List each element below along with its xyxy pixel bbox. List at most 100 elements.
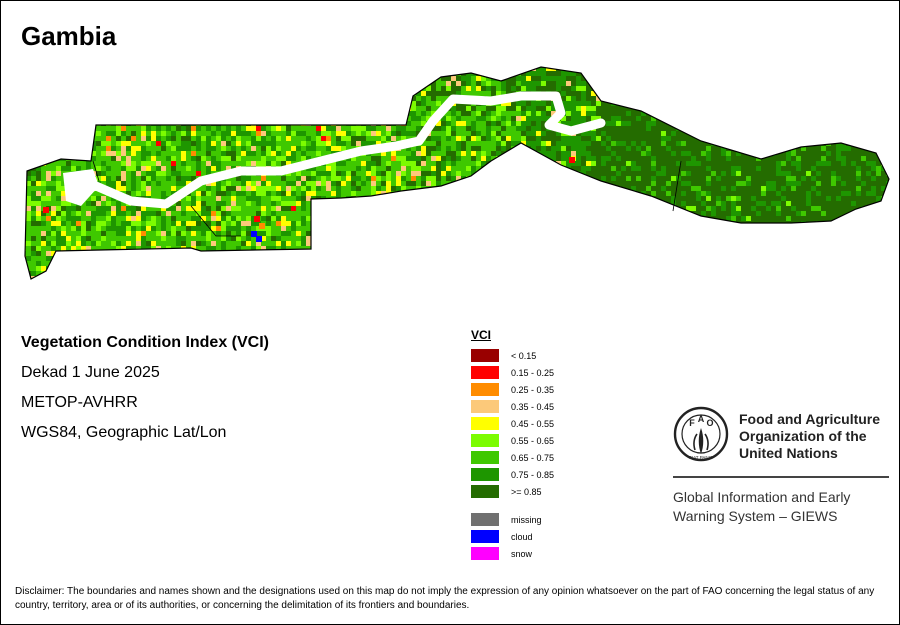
vci-pixel — [96, 276, 101, 281]
vci-pixel — [316, 71, 321, 76]
vci-pixel — [421, 246, 426, 251]
vci-pixel — [276, 71, 281, 76]
vci-pixel — [66, 61, 71, 66]
vci-pixel — [176, 271, 181, 276]
vci-pixel — [526, 271, 531, 276]
vci-pixel — [491, 261, 496, 266]
vci-pixel — [371, 176, 376, 181]
vci-pixel — [96, 86, 101, 91]
vci-pixel — [696, 251, 701, 256]
vci-pixel — [76, 221, 81, 226]
vci-pixel — [251, 276, 256, 281]
vci-pixel — [261, 66, 266, 71]
vci-pixel — [246, 216, 251, 221]
vci-pixel — [496, 271, 501, 276]
vci-pixel — [281, 206, 286, 211]
vci-pixel — [776, 246, 781, 251]
vci-pixel — [341, 231, 346, 236]
vci-pixel — [351, 136, 356, 141]
vci-pixel — [116, 181, 121, 186]
vci-pixel — [611, 176, 616, 181]
vci-pixel — [651, 71, 656, 76]
vci-pixel — [96, 111, 101, 116]
vci-pixel — [406, 86, 411, 91]
vci-pixel — [386, 166, 391, 171]
vci-pixel — [126, 221, 131, 226]
vci-pixel — [31, 191, 36, 196]
vci-pixel — [331, 241, 336, 246]
organization-name-line: United Nations — [739, 445, 880, 462]
vci-pixel — [81, 76, 86, 81]
vci-pixel — [456, 211, 461, 216]
vci-pixel — [131, 271, 136, 276]
vci-pixel — [336, 71, 341, 76]
vci-pixel — [506, 176, 511, 181]
vci-pixel — [686, 271, 691, 276]
legend-label: 0.55 - 0.65 — [511, 436, 554, 446]
vci-pixel — [351, 181, 356, 186]
vci-pixel — [616, 246, 621, 251]
vci-pixel — [706, 131, 711, 136]
vci-pixel — [196, 126, 201, 131]
vci-pixel — [21, 141, 26, 146]
vci-pixel — [156, 266, 161, 271]
vci-pixel — [731, 171, 736, 176]
vci-pixel — [656, 81, 661, 86]
vci-pixel — [486, 256, 491, 261]
vci-pixel — [556, 191, 561, 196]
vci-pixel — [756, 131, 761, 136]
vci-pixel — [386, 91, 391, 96]
vci-pixel — [671, 246, 676, 251]
vci-pixel — [51, 81, 56, 86]
vci-pixel — [786, 176, 791, 181]
vci-pixel — [596, 261, 601, 266]
vci-pixel — [286, 231, 291, 236]
vci-pixel — [211, 81, 216, 86]
legend-label: 0.75 - 0.85 — [511, 470, 554, 480]
vci-pixel — [791, 151, 796, 156]
vci-pixel — [581, 191, 586, 196]
vci-pixel — [706, 151, 711, 156]
vci-pixel — [291, 91, 296, 96]
vci-pixel — [556, 221, 561, 226]
vci-pixel — [576, 91, 581, 96]
vci-pixel — [206, 126, 211, 131]
vci-pixel — [246, 281, 251, 286]
vci-pixel — [251, 61, 256, 66]
vci-pixel — [311, 256, 316, 261]
vci-pixel — [351, 186, 356, 191]
vci-pixel — [536, 216, 541, 221]
vci-pixel — [351, 111, 356, 116]
vci-pixel — [571, 101, 576, 106]
vci-pixel — [446, 151, 451, 156]
vci-pixel — [121, 186, 126, 191]
vci-pixel — [321, 111, 326, 116]
vci-pixel — [476, 161, 481, 166]
vci-pixel — [221, 81, 226, 86]
vci-pixel — [416, 226, 421, 231]
vci-pixel — [551, 171, 556, 176]
vci-pixel — [506, 106, 511, 111]
vci-pixel — [741, 126, 746, 131]
vci-pixel — [456, 231, 461, 236]
vci-pixel — [806, 106, 811, 111]
vci-pixel — [86, 221, 91, 226]
vci-pixel — [496, 231, 501, 236]
vci-pixel — [516, 61, 521, 66]
vci-pixel — [181, 241, 186, 246]
vci-pixel — [511, 61, 516, 66]
vci-pixel — [231, 201, 236, 206]
vci-pixel — [101, 96, 106, 101]
vci-pixel — [61, 206, 66, 211]
organization-name-line: Organization of the — [739, 428, 880, 445]
legend-title: VCI — [471, 327, 554, 347]
vci-pixel — [366, 176, 371, 181]
legend-item: < 0.15 — [471, 347, 554, 364]
vci-pixel — [221, 131, 226, 136]
vci-pixel — [71, 271, 76, 276]
vci-pixel — [216, 266, 221, 271]
vci-pixel — [161, 86, 166, 91]
vci-pixel — [91, 276, 96, 281]
vci-pixel — [121, 141, 126, 146]
vci-pixel — [121, 226, 126, 231]
